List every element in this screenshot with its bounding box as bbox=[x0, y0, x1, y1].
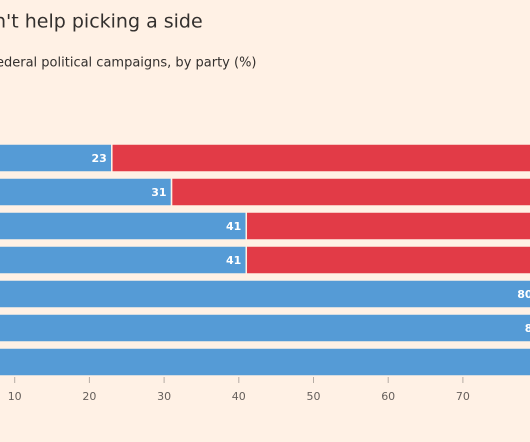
data-label: 31 bbox=[151, 186, 166, 199]
bar-segment bbox=[0, 347, 530, 377]
bar-segment bbox=[245, 245, 530, 275]
data-label: 41 bbox=[226, 254, 241, 267]
bar-segment bbox=[0, 279, 530, 309]
x-tick-label: 10 bbox=[8, 390, 22, 403]
bar-segment bbox=[0, 177, 173, 207]
x-tick-label: 30 bbox=[157, 390, 171, 403]
data-label: 23 bbox=[91, 152, 106, 165]
data-label: 80 bbox=[517, 288, 530, 301]
bar-segment bbox=[111, 143, 530, 173]
bar-segment bbox=[0, 313, 530, 343]
data-label: 41 bbox=[226, 220, 241, 233]
bar-segment bbox=[0, 143, 113, 173]
x-tick-label: 60 bbox=[381, 390, 395, 403]
bar-segment bbox=[0, 245, 248, 275]
bar-segment bbox=[245, 211, 530, 241]
x-tick-label: 40 bbox=[232, 390, 246, 403]
bar-segment bbox=[0, 211, 248, 241]
chart-title: n't help picking a side bbox=[0, 11, 203, 33]
x-tick-label: 50 bbox=[307, 390, 321, 403]
x-tick-label: 20 bbox=[82, 390, 96, 403]
bar-segment bbox=[170, 177, 530, 207]
data-label: 81 bbox=[525, 322, 530, 335]
x-tick-label: 70 bbox=[456, 390, 470, 403]
chart-subtitle: ederal political campaigns, by party (%) bbox=[0, 56, 257, 71]
